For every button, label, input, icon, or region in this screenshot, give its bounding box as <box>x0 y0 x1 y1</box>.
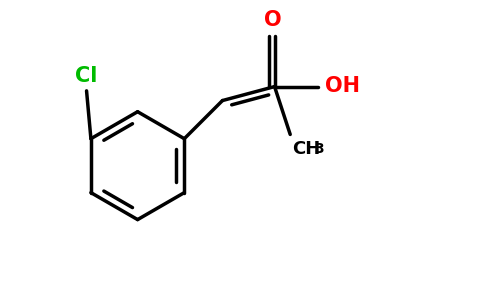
Text: CH: CH <box>292 140 320 158</box>
Text: Cl: Cl <box>76 66 98 86</box>
Text: OH: OH <box>325 76 360 96</box>
Text: O: O <box>264 10 282 30</box>
Text: 3: 3 <box>314 142 323 156</box>
